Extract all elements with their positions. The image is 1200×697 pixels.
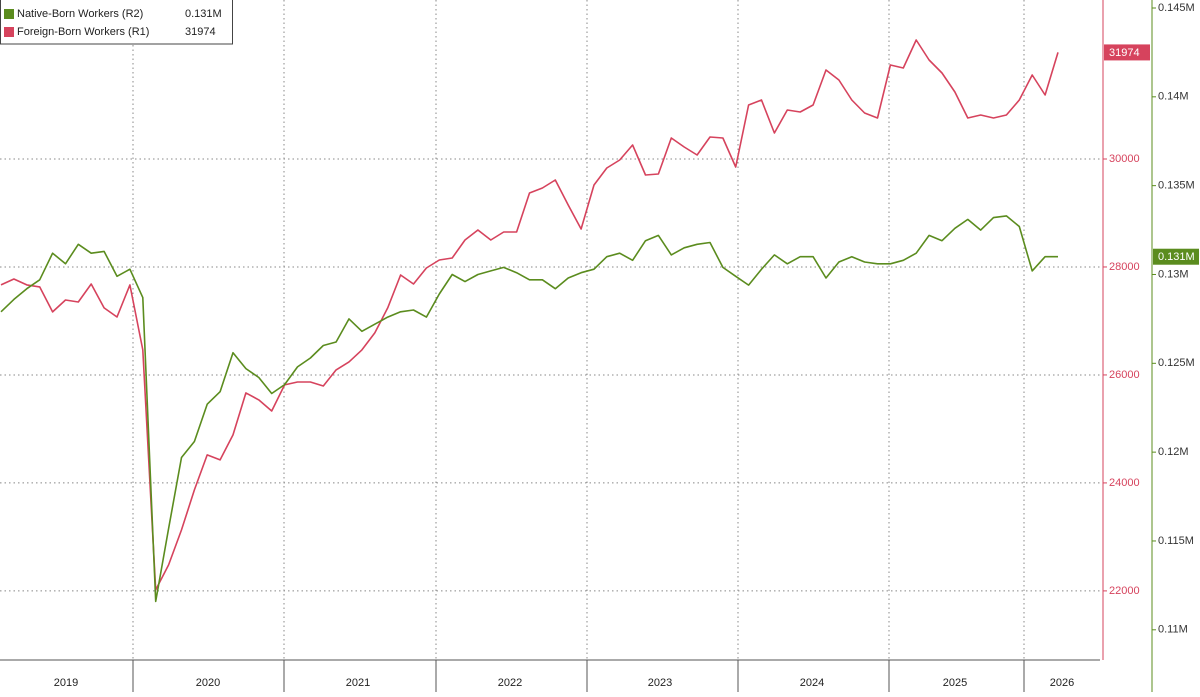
last-value-tag bbox=[1104, 44, 1150, 61]
series-line bbox=[0, 215, 1058, 603]
y2-tick-label: 0.12M bbox=[1158, 446, 1189, 458]
legend-box bbox=[0, 0, 233, 45]
last-value-label: 0.131M bbox=[1158, 251, 1195, 263]
y2-tick-label: 0.125M bbox=[1158, 357, 1195, 369]
legend: Native-Born Workers (R2) 0.131M Foreign-Bo… bbox=[0, 0, 233, 45]
y-tick-label: 26000 bbox=[1109, 369, 1140, 381]
y2-tick-label: 0.11M bbox=[1158, 624, 1188, 636]
legend-swatch bbox=[4, 27, 14, 37]
legend-label: Foreign-Born Workers (R1) bbox=[17, 26, 149, 38]
y2-tick-label: 0.14M bbox=[1158, 91, 1189, 103]
x-tick-label: 2022 bbox=[498, 677, 522, 689]
y-tick-label: 28000 bbox=[1109, 261, 1140, 273]
y2-tick-label: 0.13M bbox=[1158, 268, 1189, 280]
y2-tick-label: 0.115M bbox=[1158, 535, 1194, 547]
legend-value: 31974 bbox=[185, 26, 216, 38]
legend-value: 0.131M bbox=[185, 8, 222, 20]
y2-tick-label: 0.135M bbox=[1158, 180, 1195, 192]
y-tick-label: 24000 bbox=[1109, 477, 1140, 489]
x-tick-label: 2020 bbox=[196, 677, 220, 689]
legend-swatch bbox=[4, 9, 14, 19]
series-line bbox=[0, 39, 1059, 591]
last-value-tag bbox=[1153, 248, 1199, 265]
y-tick-label: 22000 bbox=[1109, 585, 1140, 597]
x-tick-label: 2026 bbox=[1050, 677, 1074, 689]
x-tick-label: 2024 bbox=[800, 677, 824, 689]
x-tick-label: 2021 bbox=[346, 677, 370, 689]
x-tick-label: 2023 bbox=[648, 677, 672, 689]
x-tick-label: 2025 bbox=[943, 677, 967, 689]
last-value-label: 31974 bbox=[1109, 47, 1140, 59]
legend-label: Native-Born Workers (R2) bbox=[17, 8, 143, 20]
x-tick-label: 2019 bbox=[54, 677, 78, 689]
y2-tick-label: 0.145M bbox=[1158, 2, 1195, 14]
y-tick-label: 30000 bbox=[1109, 153, 1140, 165]
